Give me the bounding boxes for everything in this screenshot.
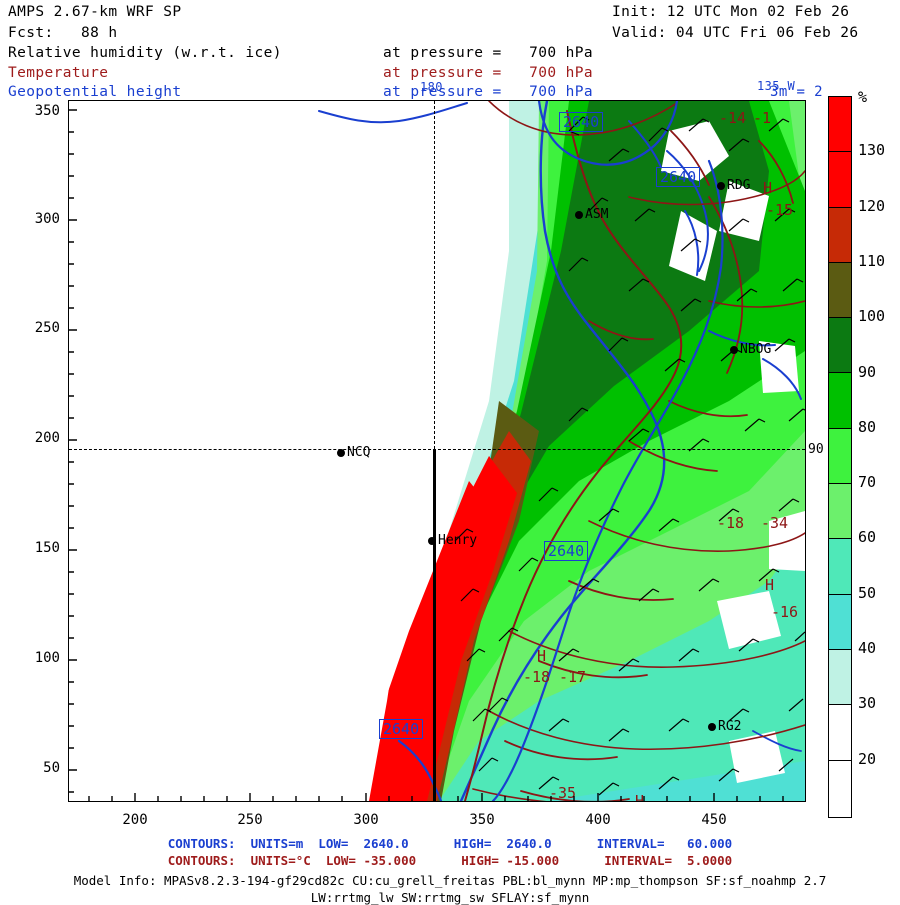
station-label-ncq: NCQ bbox=[347, 445, 371, 460]
high-pressure-marker: H bbox=[763, 179, 773, 197]
height-contour-label: 2640 bbox=[544, 541, 589, 561]
station-marker[interactable] bbox=[717, 182, 725, 190]
header-field-humidity: Relative humidity (w.r.t. ice) bbox=[8, 45, 282, 61]
header-title: AMPS 2.67-km WRF SP bbox=[8, 4, 182, 20]
temperature-label: -34 bbox=[761, 514, 789, 532]
colorbar-swatch bbox=[829, 152, 851, 208]
relative-humidity-shading bbox=[69, 101, 805, 801]
lon-label-135w: 135 W bbox=[757, 79, 796, 93]
longitude-reference-line-upper bbox=[434, 101, 435, 449]
longitude-reference-line-lower bbox=[433, 449, 436, 801]
x-tick-label: 200 bbox=[122, 812, 148, 828]
colorbar-swatch bbox=[829, 318, 851, 374]
colorbar-swatch bbox=[829, 97, 851, 153]
station-marker[interactable] bbox=[708, 723, 716, 731]
y-tick-label: 300 bbox=[34, 211, 60, 227]
y-tick-label: 250 bbox=[34, 320, 60, 336]
footer-model-info: Model Info: MPASv8.2.3-194-gf29cd82c CU:… bbox=[73, 873, 827, 888]
y-tick-label: 100 bbox=[34, 650, 60, 666]
colorbar-tick-label: 40 bbox=[858, 639, 877, 658]
x-tick-label: 400 bbox=[585, 812, 611, 828]
colorbar-tick-label: 30 bbox=[858, 694, 877, 713]
header-valid-time: Valid: 04 UTC Fri 06 Feb 26 bbox=[612, 25, 859, 41]
temperature-label: -35 bbox=[549, 784, 577, 802]
wind-barb-legend: 3m = 2 bbox=[770, 84, 823, 100]
colorbar-swatch bbox=[829, 760, 851, 816]
header-pressure-geopotential: at pressure = 700 hPa bbox=[383, 84, 593, 100]
latitude-reference-line bbox=[69, 449, 805, 450]
colorbar-swatch bbox=[829, 484, 851, 540]
header-fcst: Fcst: 88 h bbox=[8, 25, 118, 41]
station-marker[interactable] bbox=[337, 449, 345, 457]
high-pressure-marker: H bbox=[765, 576, 775, 594]
height-contour-label: 2640 bbox=[379, 719, 424, 739]
x-tick-label: 300 bbox=[353, 812, 379, 828]
header-field-temperature: Temperature bbox=[8, 65, 109, 81]
colorbar-tick-label: 100 bbox=[858, 307, 886, 326]
colorbar-tick-label: 90 bbox=[858, 362, 877, 381]
temperature-label: -14 bbox=[719, 109, 747, 127]
colorbar-swatch bbox=[829, 428, 851, 485]
temperature-label: -15 bbox=[766, 201, 794, 219]
station-label-rg2: RG2 bbox=[718, 719, 742, 734]
colorbar-tick-label: 80 bbox=[858, 417, 877, 436]
y-tick-label: 50 bbox=[43, 760, 60, 776]
header-init-time: Init: 12 UTC Mon 02 Feb 26 bbox=[612, 4, 850, 20]
colorbar-swatch bbox=[829, 705, 851, 761]
colorbar-swatch bbox=[829, 539, 851, 595]
colorbar-tick-label: 20 bbox=[858, 749, 877, 768]
colorbar-units: % bbox=[858, 88, 868, 106]
colorbar-tick-label: 110 bbox=[858, 251, 886, 270]
header-pressure-humidity: at pressure = 700 hPa bbox=[383, 45, 593, 61]
temperature-label: -18 bbox=[523, 668, 551, 686]
footer: CONTOURS: UNITS=m LOW= 2640.0 HIGH= 2640… bbox=[0, 836, 900, 905]
footer-model-info-2: LW:rrtmg_lw SW:rrtmg_sw SFLAY:sf_mynn bbox=[310, 890, 590, 905]
header-pressure-temperature: at pressure = 700 hPa bbox=[383, 65, 593, 81]
station-label-rdg: RDG bbox=[727, 178, 751, 193]
temperature-label: -16 bbox=[771, 603, 799, 621]
colorbar-tick-label: 50 bbox=[858, 583, 877, 602]
height-contour-label: 2640 bbox=[559, 112, 604, 132]
header: AMPS 2.67-km WRF SP Fcst: 88 h Relative … bbox=[0, 0, 900, 100]
footer-contours-temperature: CONTOURS: UNITS=°C LOW= -35.000 HIGH= -1… bbox=[167, 853, 733, 868]
colorbar-tick-label: 120 bbox=[858, 196, 886, 215]
y-tick-label: 200 bbox=[34, 430, 60, 446]
temperature-label: -17 bbox=[559, 668, 587, 686]
colorbar-swatch bbox=[829, 207, 851, 263]
station-marker[interactable] bbox=[730, 346, 738, 354]
x-tick-label: 350 bbox=[469, 812, 495, 828]
colorbar-swatch bbox=[829, 373, 851, 429]
station-label-nbog: NBOG bbox=[740, 342, 772, 357]
x-tick-label: 450 bbox=[701, 812, 727, 828]
temperature-label: -18 bbox=[717, 514, 745, 532]
header-field-geopotential: Geopotential height bbox=[8, 84, 182, 100]
colorbar-tick-label: 130 bbox=[858, 141, 886, 160]
colorbar-tick-label: 60 bbox=[858, 528, 877, 547]
y-tick-label: 150 bbox=[34, 540, 60, 556]
colorbar-tick-label: 70 bbox=[858, 473, 877, 492]
map-plot-area[interactable]: 2640 2640 2640 2640 -14 -1 -15 -18 -34 -… bbox=[68, 100, 806, 802]
height-contour-label: 2640 bbox=[656, 167, 701, 187]
station-marker[interactable] bbox=[428, 537, 436, 545]
high-pressure-marker: H bbox=[635, 792, 645, 802]
x-tick-label: 250 bbox=[237, 812, 263, 828]
colorbar-swatch bbox=[829, 649, 851, 706]
wind-barbs-layer bbox=[454, 116, 805, 796]
colorbar-swatch bbox=[829, 594, 851, 650]
station-label-asm: ASM bbox=[585, 207, 609, 222]
colorbar-swatch bbox=[829, 262, 851, 319]
footer-contours-height: CONTOURS: UNITS=m LOW= 2640.0 HIGH= 2640… bbox=[167, 836, 733, 851]
station-label-henry: Henry bbox=[438, 533, 478, 548]
lon-label-180: 180 bbox=[420, 80, 443, 94]
colorbar[interactable] bbox=[828, 96, 852, 818]
temperature-label: -1 bbox=[753, 109, 772, 127]
station-marker[interactable] bbox=[575, 211, 583, 219]
high-pressure-marker: H bbox=[537, 647, 547, 665]
y-tick-label: 350 bbox=[34, 103, 60, 119]
